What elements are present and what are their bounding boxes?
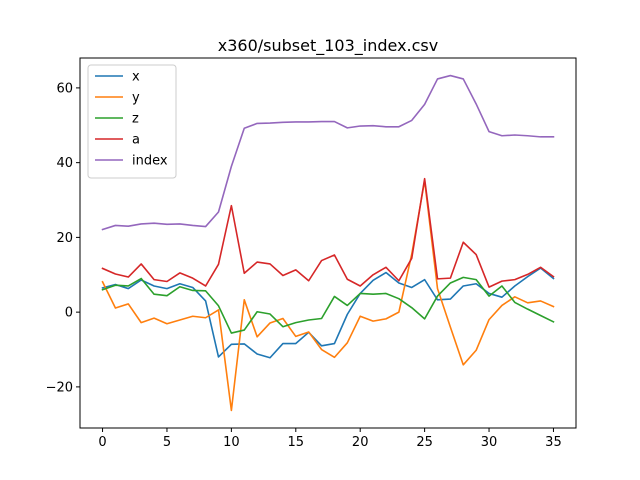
y-tick-label: 40 [56,156,73,171]
y-tick-label: −20 [46,380,73,395]
legend-label-x: x [132,70,140,85]
x-tick-label: 20 [352,435,369,450]
y-tick-label: 0 [65,306,73,321]
x-tick-label: 35 [545,435,562,450]
y-tick-label: 60 [56,81,73,96]
legend-box [87,64,177,179]
series-line-y [101,179,555,412]
legend-label-index: index [132,154,168,169]
series-line-x [101,267,555,359]
axes-frame [79,57,577,429]
series-line-z [101,276,555,334]
x-axis: 0 5 10 15 20 25 30 35 [98,428,562,450]
series-line-index [101,74,555,231]
x-tick-label: 10 [223,435,240,450]
x-tick-label: 30 [481,435,498,450]
legend-label-a: a [132,133,140,148]
series-layer [101,74,555,412]
series-line-a [101,177,555,288]
legend-label-y: y [132,91,140,106]
x-tick-label: 25 [416,435,433,450]
chart-title: x360/subset_103_index.csv [218,36,438,56]
legend-label-z: z [132,112,139,127]
y-axis: −20 0 20 40 60 [46,81,80,395]
y-tick-label: 20 [56,231,73,246]
x-tick-label: 5 [163,435,171,450]
x-tick-label: 0 [98,435,106,450]
x-tick-label: 15 [288,435,305,450]
